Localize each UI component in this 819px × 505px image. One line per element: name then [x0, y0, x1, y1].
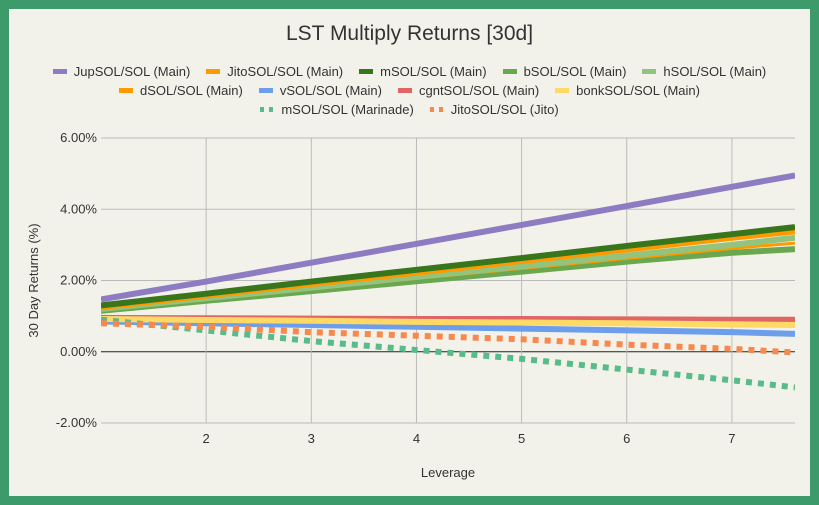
legend-item: dSOL/SOL (Main): [119, 83, 243, 98]
legend-swatch: [206, 69, 221, 74]
y-tick-label: -2.00%: [56, 415, 98, 430]
series-line-jupsol-sol-main-: [101, 172, 795, 303]
legend-item: JupSOL/SOL (Main): [52, 64, 191, 79]
x-tick-label: 3: [308, 431, 315, 446]
legend-label: mSOL/SOL (Main): [380, 64, 487, 79]
legend-swatch: [502, 69, 517, 74]
series-line-bonksol-sol-main-: [101, 315, 795, 329]
legend-label: vSOL/SOL (Main): [279, 83, 382, 98]
legend-item: cgntSOL/SOL (Main): [397, 83, 540, 98]
x-tick-label: 6: [623, 431, 630, 446]
legend-item: mSOL/SOL (Marinade): [260, 102, 414, 117]
legend-label: JitoSOL/SOL (Main): [227, 64, 344, 79]
legend-label: cgntSOL/SOL (Main): [418, 83, 540, 98]
legend-swatch: [359, 69, 374, 74]
x-tick-label: 4: [413, 431, 420, 446]
x-tick-label: 2: [203, 431, 210, 446]
legend-item: vSOL/SOL (Main): [258, 83, 382, 98]
y-tick-label: 4.00%: [60, 201, 97, 216]
series-line-jitosol-sol-jito-: [101, 320, 795, 356]
legend-swatch: [555, 88, 570, 93]
legend-swatch: [52, 69, 67, 74]
legend-label: JupSOL/SOL (Main): [73, 64, 191, 79]
legend-swatch: [397, 88, 412, 93]
legend-item: hSOL/SOL (Main): [642, 64, 766, 79]
legend-label: hSOL/SOL (Main): [663, 64, 767, 79]
legend-label: dSOL/SOL (Main): [140, 83, 243, 98]
legend-item: JitoSOL/SOL (Main): [206, 64, 343, 79]
x-tick-label: 5: [518, 431, 525, 446]
legend-label: bSOL/SOL (Main): [523, 64, 627, 79]
y-tick-label: 2.00%: [60, 273, 97, 288]
x-tick-label: 7: [728, 431, 735, 446]
y-tick-label: 6.00%: [60, 130, 97, 145]
legend-swatch: [642, 69, 657, 74]
y-axis-label: 30 Day Returns (%): [26, 223, 41, 337]
legend-label: JitoSOL/SOL (Jito): [450, 102, 559, 117]
legend-item: mSOL/SOL (Main): [359, 64, 487, 79]
series-line-vsol-sol-main-: [101, 318, 795, 337]
legend-item: JitoSOL/SOL (Jito): [429, 102, 559, 117]
legend-item: bSOL/SOL (Main): [502, 64, 627, 79]
chart-title: LST Multiply Returns [30d]: [285, 22, 534, 45]
series-line-msol-sol-marinade-: [101, 316, 795, 391]
legend-swatch: [429, 107, 444, 112]
legend-item: bonkSOL/SOL (Main): [555, 83, 700, 98]
legend: JupSOL/SOL (Main) JitoSOL/SOL (Main) mSOL/…: [0, 62, 819, 119]
legend-swatch: [119, 88, 134, 93]
legend-swatch: [258, 88, 273, 93]
y-tick-label: 0.00%: [60, 344, 97, 359]
legend-label: mSOL/SOL (Marinade): [281, 102, 414, 117]
series-line-msol-sol-main-: [101, 224, 795, 309]
legend-label: bonkSOL/SOL (Main): [576, 83, 700, 98]
legend-swatch: [260, 107, 275, 112]
x-axis-label: Leverage: [421, 465, 475, 480]
